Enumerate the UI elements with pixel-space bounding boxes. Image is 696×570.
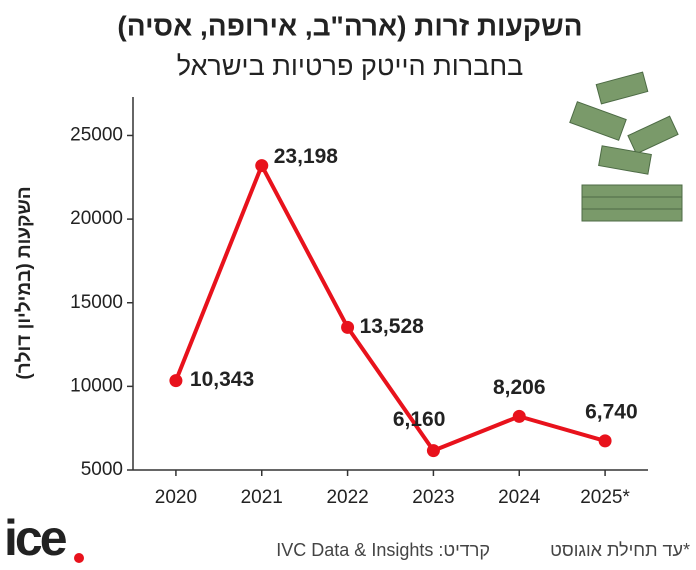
y-tick-label: 15000 [70, 292, 123, 313]
value-label: 10,343 [190, 368, 254, 391]
point [598, 434, 612, 448]
point [255, 159, 269, 173]
x-tick-label: 2025* [580, 487, 630, 508]
money-illustration [569, 71, 683, 222]
x-tick-label: 2023 [412, 487, 454, 508]
line [174, 163, 606, 453]
value-label: 23,198 [274, 145, 339, 168]
x-tick-label: 2024 [498, 487, 541, 508]
chart-subtitle: בחברות הייטק פרטיות בישראל [177, 51, 524, 81]
y-tick-label: 20000 [70, 208, 123, 229]
logo: ice [4, 510, 67, 566]
y-tick-label: 5000 [81, 459, 123, 480]
y-tick-label: 25000 [70, 124, 123, 145]
x-tick-label: 2020 [155, 487, 197, 508]
value-label: 13,528 [360, 315, 425, 338]
credit: קרדיט: IVC Data & Insights [276, 540, 490, 560]
y-axis-label: השקעות (במיליון דולר) [14, 186, 35, 379]
value-label: 6,160 [393, 408, 446, 431]
point [169, 374, 183, 388]
value-label: 8,206 [493, 376, 546, 399]
point [426, 444, 440, 458]
x-tick-label: 2022 [326, 487, 368, 508]
logo-dot [74, 553, 84, 563]
y-tick-label: 10000 [70, 375, 123, 396]
chart-title: השקעות זרות (ארה"ב, אירופה, אסיה) [117, 10, 582, 41]
x-tick-label: 2021 [241, 487, 283, 508]
point [341, 320, 355, 334]
value-label: 6,740 [585, 400, 638, 423]
point [512, 409, 526, 423]
footnote: *עד תחילת אוגוסט [550, 540, 690, 560]
